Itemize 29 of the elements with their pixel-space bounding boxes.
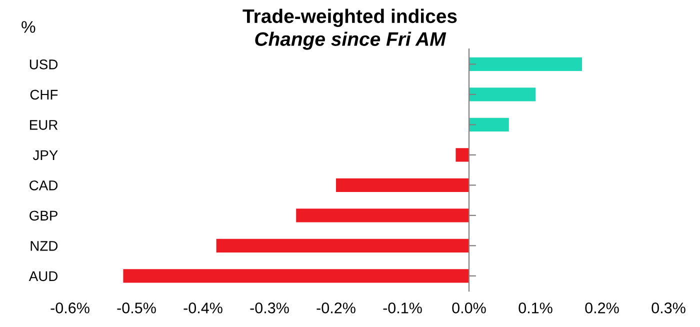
bar bbox=[216, 238, 469, 252]
x-tick-label: 0.3% bbox=[652, 302, 686, 314]
x-tick-label: 0.0% bbox=[452, 302, 486, 314]
y-tick-label: CHF bbox=[30, 90, 58, 100]
x-tick-label: -0.6% bbox=[50, 302, 90, 314]
bar bbox=[296, 208, 469, 222]
bar bbox=[469, 88, 536, 102]
x-tick-label: 0.2% bbox=[585, 302, 619, 314]
y-tick-label: JPY bbox=[32, 150, 58, 160]
x-tick-label: -0.1% bbox=[383, 302, 422, 314]
bar bbox=[469, 57, 582, 71]
y-tick-label: EUR bbox=[30, 120, 58, 130]
bar bbox=[456, 148, 469, 162]
bar bbox=[469, 118, 509, 132]
chart-subtitle: Change since Fri AM bbox=[255, 32, 446, 50]
x-tick-label: -0.4% bbox=[184, 302, 222, 314]
y-tick-label: NZD bbox=[30, 241, 58, 251]
y-tick-label: USD bbox=[30, 60, 58, 70]
chart-title: Trade-weighted indices bbox=[242, 8, 457, 28]
bar bbox=[123, 269, 469, 283]
bar bbox=[336, 178, 469, 192]
x-tick-label: -0.3% bbox=[250, 302, 289, 314]
y-tick-label: CAD bbox=[30, 180, 58, 190]
y-tick-label: GBP bbox=[30, 210, 58, 221]
y-tick-label: AUD bbox=[28, 271, 58, 282]
x-tick-label: 0.1% bbox=[518, 302, 552, 314]
y-axis-title: % bbox=[22, 21, 36, 33]
x-tick-label: -0.5% bbox=[117, 302, 156, 314]
x-tick-label: -0.2% bbox=[316, 302, 356, 314]
